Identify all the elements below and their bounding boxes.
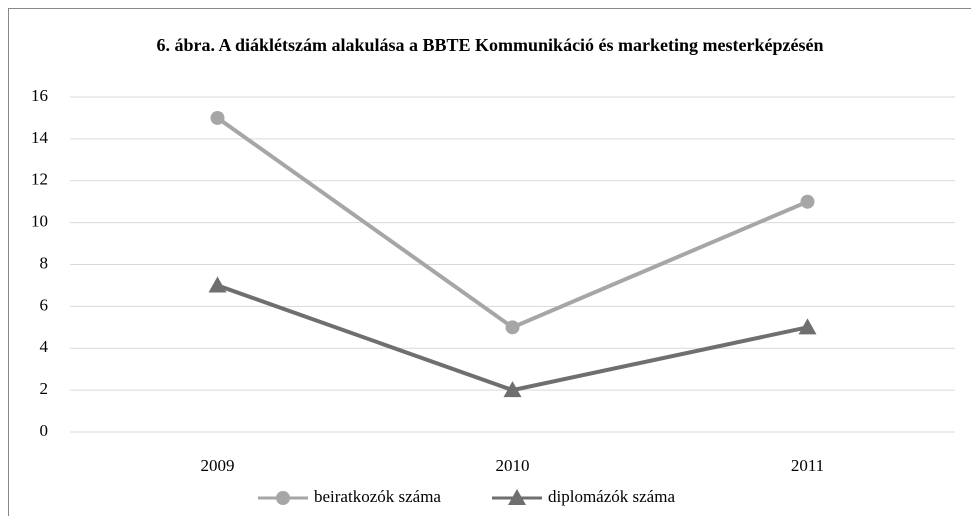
y-tick-label: 4 xyxy=(40,337,49,356)
chart-title: 6. ábra. A diáklétszám alakulása a BBTE … xyxy=(156,35,824,55)
data-point xyxy=(503,381,522,398)
x-tick-label: 2010 xyxy=(496,456,530,475)
legend-marker xyxy=(508,489,526,505)
data-point xyxy=(800,194,815,209)
legend-label: beiratkozók száma xyxy=(314,487,441,506)
series-line xyxy=(216,283,808,393)
legend-marker xyxy=(276,491,290,505)
y-tick-label: 16 xyxy=(31,86,48,105)
legend-label: diplomázók száma xyxy=(548,487,675,506)
y-tick-label: 14 xyxy=(31,128,49,147)
y-tick-label: 12 xyxy=(31,170,48,189)
x-tick-label: 2009 xyxy=(201,456,235,475)
x-tick-label: 2011 xyxy=(791,456,824,475)
data-point xyxy=(208,276,227,293)
y-tick-label: 2 xyxy=(40,379,49,398)
chart-border xyxy=(8,8,971,516)
data-point xyxy=(505,320,520,335)
y-tick-label: 0 xyxy=(40,421,49,440)
y-tick-label: 6 xyxy=(40,295,49,314)
y-tick-label: 8 xyxy=(40,253,49,272)
data-point xyxy=(798,318,817,335)
data-point xyxy=(210,110,225,125)
y-tick-label: 10 xyxy=(31,212,48,231)
